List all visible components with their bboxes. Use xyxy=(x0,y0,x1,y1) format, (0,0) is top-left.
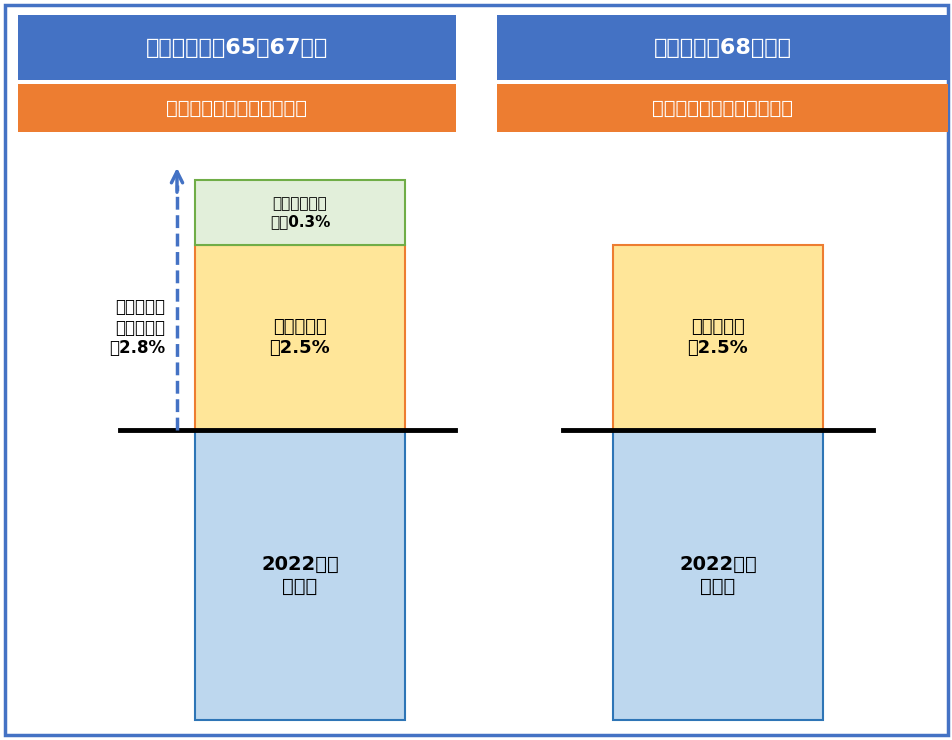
Text: 既裁定者（68歳〜）: 既裁定者（68歳〜） xyxy=(653,38,791,58)
Text: 2022年度
年金額: 2022年度 年金額 xyxy=(679,554,756,596)
Bar xyxy=(18,15,455,80)
Bar xyxy=(18,84,455,132)
Text: マクロ経済スライド調整前: マクロ経済スライド調整前 xyxy=(167,98,307,118)
Text: マクロ経済スライド調整前: マクロ経済スライド調整前 xyxy=(651,98,792,118)
Bar xyxy=(612,430,823,720)
Bar xyxy=(195,430,405,720)
Bar xyxy=(497,15,947,80)
Bar xyxy=(195,245,405,430)
Text: 名目手取り
賃金変動率
＋2.8%: 名目手取り 賃金変動率 ＋2.8% xyxy=(109,297,165,357)
Text: 物価変動率
＋2.5%: 物価変動率 ＋2.5% xyxy=(687,318,747,357)
Text: 新規裁定者（65〜67歳）: 新規裁定者（65〜67歳） xyxy=(146,38,327,58)
Bar xyxy=(612,245,823,430)
Bar xyxy=(497,84,947,132)
Text: 実質賃金変動
率＋0.3%: 実質賃金変動 率＋0.3% xyxy=(269,196,329,229)
Text: 2022年度
年金額: 2022年度 年金額 xyxy=(261,554,339,596)
Text: 物価変動率
＋2.5%: 物価変動率 ＋2.5% xyxy=(269,318,330,357)
Bar xyxy=(195,180,405,245)
